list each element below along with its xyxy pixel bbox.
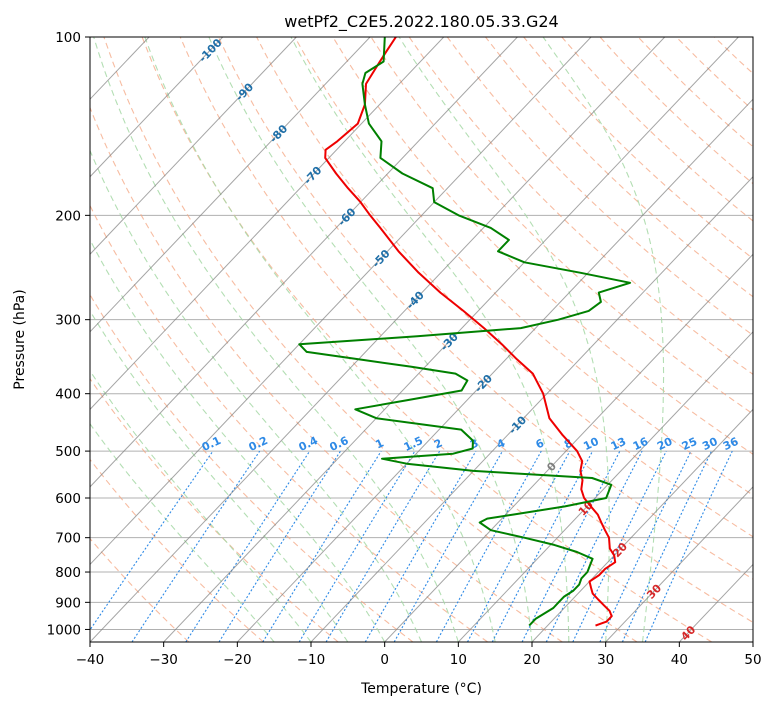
mixing-ratio-label: 30 <box>700 435 720 453</box>
dry-adiabat <box>524 37 775 642</box>
y-axis-title: Pressure (hPa) <box>12 289 28 389</box>
y-tick-label: 900 <box>55 595 81 611</box>
x-axis-title: Temperature (°C) <box>360 681 482 697</box>
mixing-ratio-label: 25 <box>680 435 699 453</box>
isotherm-line <box>753 37 775 642</box>
y-tick-label: 800 <box>55 565 81 581</box>
y-tick-label: 1000 <box>47 622 81 638</box>
isotherm-line <box>0 37 2 642</box>
mixing-ratio-label: 10 <box>581 435 601 453</box>
dry-adiabat <box>486 37 775 642</box>
x-tick-label: 30 <box>597 652 614 668</box>
moist-adiabat <box>0 37 311 642</box>
dry-adiabat <box>562 37 775 642</box>
mixing-ratio-label: 13 <box>609 435 628 453</box>
x-tick-label: 40 <box>671 652 688 668</box>
isotherm-line <box>532 37 775 642</box>
isotherm-line <box>606 37 775 642</box>
mixing-ratio-line <box>326 451 440 642</box>
y-tick-label: 600 <box>55 491 81 507</box>
mixing-ratio-label: 4 <box>495 436 508 451</box>
y-tick-label: 300 <box>55 313 81 329</box>
mixing-ratio-line <box>468 451 570 642</box>
isotherm-line <box>0 37 370 642</box>
y-tick-label: 400 <box>55 387 81 403</box>
moist-adiabat <box>0 37 348 642</box>
dry-adiabat <box>333 37 775 642</box>
isotherm-line <box>237 37 775 642</box>
mixing-ratio-line <box>132 451 260 642</box>
mixing-ratio-line <box>436 451 541 642</box>
x-tick-label: −10 <box>297 652 326 668</box>
mixing-ratio-line <box>186 451 310 642</box>
x-tick-label: −30 <box>149 652 178 668</box>
mixing-ratio-line <box>82 451 213 642</box>
mixing-ratio-line <box>365 451 476 642</box>
dry-adiabat <box>753 37 775 642</box>
dry-adiabat <box>409 37 775 642</box>
moist-adiabat <box>291 37 569 642</box>
y-axis: 100 200 300 400 500 600 700 800 900 1000 <box>47 30 90 638</box>
background-lines <box>0 37 775 642</box>
dry-adiabat <box>714 37 775 642</box>
plot-frame <box>90 37 753 642</box>
dry-adiabat <box>638 37 775 642</box>
isotherm-line <box>0 37 296 642</box>
x-tick-label: −40 <box>76 652 105 668</box>
mixing-ratio-line <box>299 451 415 642</box>
x-axis: −40 −30 −20 −10 0 10 20 30 40 50 <box>76 642 762 668</box>
x-tick-label: 20 <box>523 652 540 668</box>
mixing-ratio-label: 1 <box>373 436 385 451</box>
x-tick-label: 0 <box>380 652 389 668</box>
x-tick-label: 50 <box>744 652 761 668</box>
isotherm-line <box>679 37 775 642</box>
y-tick-label: 700 <box>55 531 81 547</box>
y-tick-label: 100 <box>55 30 81 46</box>
dry-adiabat <box>0 37 189 642</box>
y-tick-label: 500 <box>55 444 81 460</box>
x-tick-label: −20 <box>223 652 252 668</box>
moist-adiabat <box>16 37 385 642</box>
x-tick-label: 10 <box>450 652 467 668</box>
dry-adiabat <box>0 37 263 642</box>
chart-title: wetPf2_C2E5.2022.180.05.33.G24 <box>284 12 558 32</box>
mixing-ratio-label: 2 <box>432 436 444 451</box>
mixing-ratio-label: 36 <box>721 435 741 453</box>
isotherm-line <box>0 37 517 642</box>
isotherm-line <box>0 37 223 642</box>
mixing-ratio-label: 20 <box>655 435 675 453</box>
mixing-ratio-label: 16 <box>631 435 651 453</box>
moist-adiabat <box>543 37 664 642</box>
y-tick-label: 200 <box>55 208 81 224</box>
dry-adiabat <box>257 37 775 642</box>
mixing-ratio-line <box>645 451 732 642</box>
